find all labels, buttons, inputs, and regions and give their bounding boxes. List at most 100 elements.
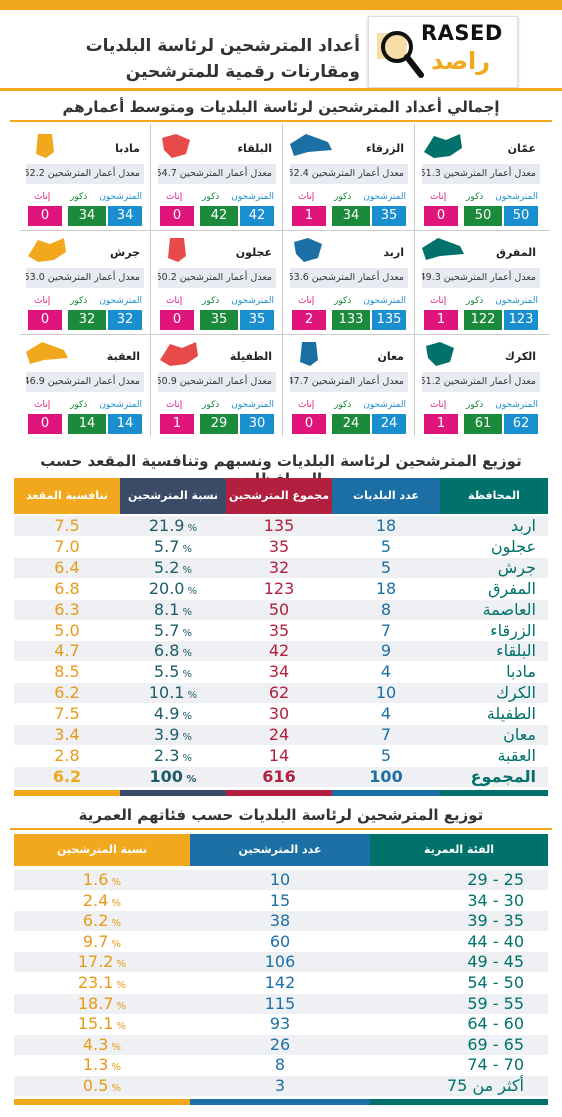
cell-pct: 2.3 %: [120, 746, 226, 766]
total-count: 32: [108, 310, 142, 330]
cell-pct: 17.2 %: [14, 952, 190, 972]
label-male: ذكور: [466, 192, 484, 202]
cell-gov: اربد: [510, 516, 536, 535]
cell-gov: الكرك: [495, 683, 536, 703]
label-male: ذكور: [334, 400, 352, 410]
percent-sign: %: [184, 523, 198, 534]
cell-pct: 21.9 %: [120, 516, 226, 536]
total-count: 123: [504, 310, 538, 330]
label-female: إناث: [166, 400, 183, 410]
percent-value: 10.1: [148, 683, 185, 703]
table-header-count: عدد المترشحين: [190, 834, 370, 866]
page-title-line1: أعداد المترشحين لرئاسة البلديات: [85, 36, 360, 56]
female-count: 0: [28, 414, 62, 434]
cell-pct: 15.1 %: [14, 1014, 190, 1034]
table-row: 1.6 % 10 25 - 29: [14, 870, 548, 890]
male-count: 34: [332, 206, 370, 226]
cell-count: 106: [264, 952, 296, 972]
table-header-cand: مجموع المترشحين: [226, 478, 332, 514]
percent-sign: %: [113, 959, 127, 971]
label-total: المترشحون: [495, 192, 538, 202]
table-row: 7.5 4.9 % 30 4 الطفيلة: [14, 704, 548, 724]
governorate-map-icon: [424, 134, 462, 158]
cell-count: 8: [274, 1055, 286, 1075]
table-row: 6.8 20.0 % 123 18 المفرق: [14, 579, 548, 599]
table-row: 23.1 % 142 50 - 54: [14, 973, 548, 993]
cell-comp: 8.5: [54, 662, 80, 682]
cell-mun: 4: [380, 662, 392, 682]
cell-mun: 5: [380, 536, 392, 556]
governorate-card: البلقاء معدل أعمار المترشحين 54.7 سنة المت…: [156, 126, 278, 232]
cell-pct: 5.7 %: [120, 537, 226, 557]
percent-value: 1.3: [82, 1055, 109, 1075]
governorate-map-icon: [168, 238, 186, 262]
label-male: ذكور: [466, 296, 484, 306]
governorate-map-icon: [160, 342, 198, 366]
table-row: 2.4 % 15 30 - 34: [14, 891, 548, 911]
cell-gov: معان: [503, 725, 536, 744]
cell-comp: 7.5: [54, 516, 80, 535]
governorate-map-icon: [26, 342, 68, 364]
table-row: 7.0 5.7 % 35 5 عجلون: [14, 537, 548, 557]
total-count: 135: [372, 310, 406, 330]
table-bottom-band: [370, 1098, 548, 1105]
percent-value: 100: [149, 766, 183, 786]
cell-cand: 123: [263, 578, 295, 598]
cell-pct: 9.7 %: [14, 932, 190, 952]
cell-age: 30 - 34: [467, 890, 524, 910]
governorate-name: الطفيلة: [229, 350, 272, 363]
cell-comp: 7.0: [54, 536, 80, 556]
page-title-line2: ومقارنات رقمية للمترشحين: [125, 62, 360, 82]
label-total: المترشحون: [231, 400, 274, 410]
percent-sign: %: [179, 564, 193, 576]
cell-pct: 5.2 %: [120, 558, 226, 578]
label-male: ذكور: [334, 296, 352, 306]
average-age-bar: معدل أعمار المترشحين 53.0 سنة: [26, 268, 144, 288]
cell-count: 115: [264, 993, 296, 1013]
percent-value: 18.7: [77, 993, 114, 1013]
cell-pct: 18.7 %: [14, 994, 190, 1014]
percent-sign: %: [113, 1000, 127, 1012]
average-age-bar: معدل أعمار المترشحين 49.3 سنة: [422, 268, 540, 288]
female-count: 1: [424, 414, 458, 434]
section3-title: توزيع المترشحين لرئاسة البلديات حسب فئات…: [78, 806, 484, 824]
percent-value: 4.3: [82, 1034, 109, 1054]
average-age-bar: معدل أعمار المترشحين 47.7 سنة: [290, 372, 408, 392]
cell-pct: 1.3 %: [14, 1055, 190, 1075]
magnifier-icon: [377, 31, 424, 78]
cell-mun: 9: [380, 641, 392, 661]
table-row: 3.4 3.9 % 24 7 معان: [14, 725, 548, 745]
governorate-map-icon: [426, 342, 454, 366]
table-row: 6.2 % 38 35 - 39: [14, 911, 548, 932]
cell-comp: 6.3: [54, 599, 80, 619]
cell-count: 3: [274, 1076, 286, 1095]
cell-gov: العاصمة: [482, 599, 536, 619]
cell-count: 142: [264, 973, 296, 992]
male-count: 35: [200, 310, 238, 330]
table-header-pct: نسبة المترشحين: [14, 834, 190, 866]
cell-comp: 6.8: [54, 578, 80, 598]
label-total: المترشحون: [495, 400, 538, 410]
percent-value: 6.8: [153, 641, 180, 661]
cell-mun: 7: [380, 725, 392, 744]
male-count: 29: [200, 414, 238, 434]
governorate-card: اربد معدل أعمار المترشحين 53.6 سنة المترشح…: [288, 230, 410, 336]
average-age-bar: معدل أعمار المترشحين 52.4 سنة: [290, 164, 408, 184]
label-female: إناث: [298, 296, 315, 306]
governorate-map-icon: [162, 134, 190, 158]
table-bottom-band: [226, 789, 332, 796]
percent-value: 2.3: [153, 745, 180, 765]
table-row: 18.7 % 115 55 - 59: [14, 993, 548, 1014]
cell-count: 38: [269, 911, 291, 931]
cell-mun: 4: [380, 704, 392, 724]
label-female: إناث: [166, 296, 183, 306]
percent-value: 21.9: [148, 516, 185, 535]
top-accent-bar: [0, 0, 562, 10]
cell-pct: 10.1 %: [120, 683, 226, 703]
total-count: 35: [240, 310, 274, 330]
female-count: 0: [160, 310, 194, 330]
header-divider: [0, 88, 562, 91]
cell-comp: 2.8: [54, 745, 80, 765]
cell-comp: 6.4: [54, 557, 80, 577]
table-bottom-band: [190, 1098, 370, 1105]
